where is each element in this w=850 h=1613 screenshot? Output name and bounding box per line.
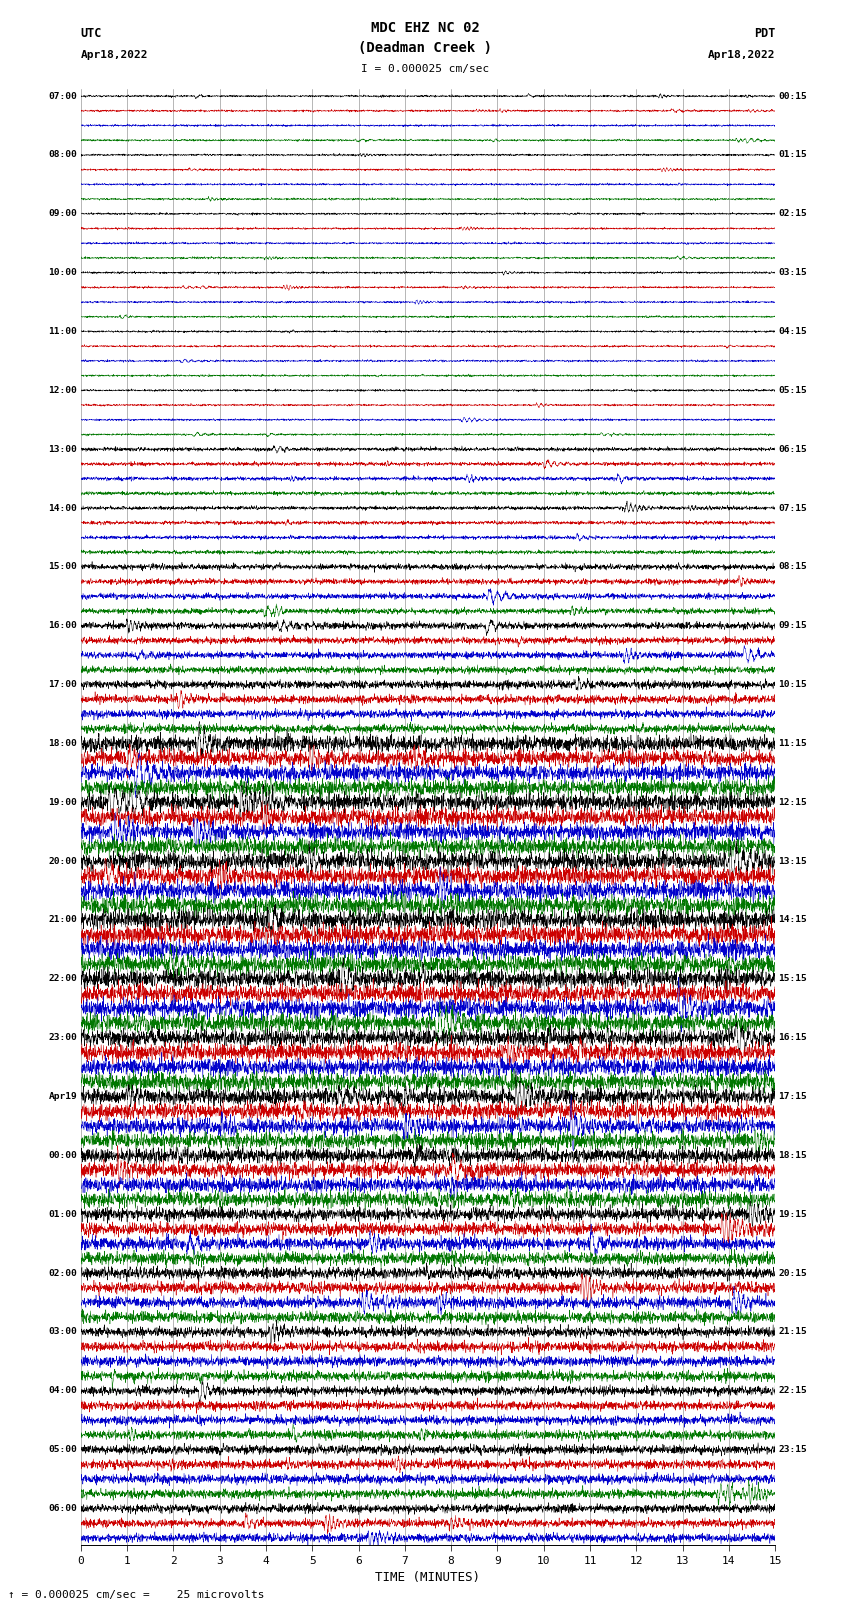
Text: 18:00: 18:00: [48, 739, 77, 748]
Text: 02:15: 02:15: [779, 210, 808, 218]
Text: PDT: PDT: [754, 27, 775, 40]
Text: 02:00: 02:00: [48, 1268, 77, 1277]
Text: 04:15: 04:15: [779, 327, 808, 336]
Text: 06:00: 06:00: [48, 1503, 77, 1513]
Text: 04:00: 04:00: [48, 1386, 77, 1395]
Text: 05:00: 05:00: [48, 1445, 77, 1455]
Text: 11:00: 11:00: [48, 327, 77, 336]
Text: 12:00: 12:00: [48, 386, 77, 395]
Text: 14:00: 14:00: [48, 503, 77, 513]
Text: 21:00: 21:00: [48, 916, 77, 924]
Text: (Deadman Creek ): (Deadman Creek ): [358, 40, 492, 55]
Text: I = 0.000025 cm/sec: I = 0.000025 cm/sec: [361, 65, 489, 74]
Text: 11:15: 11:15: [779, 739, 808, 748]
Text: Apr18,2022: Apr18,2022: [81, 50, 148, 60]
Text: 19:15: 19:15: [779, 1210, 808, 1219]
Text: Apr19: Apr19: [48, 1092, 77, 1102]
Text: 23:00: 23:00: [48, 1034, 77, 1042]
Text: 03:15: 03:15: [779, 268, 808, 277]
Text: 20:00: 20:00: [48, 857, 77, 866]
Text: 10:15: 10:15: [779, 681, 808, 689]
Text: 15:15: 15:15: [779, 974, 808, 984]
Text: 09:15: 09:15: [779, 621, 808, 631]
Text: 08:00: 08:00: [48, 150, 77, 160]
Text: 13:15: 13:15: [779, 857, 808, 866]
Text: ↑ = 0.000025 cm/sec =    25 microvolts: ↑ = 0.000025 cm/sec = 25 microvolts: [8, 1590, 265, 1600]
Text: 01:15: 01:15: [779, 150, 808, 160]
Text: 23:15: 23:15: [779, 1445, 808, 1455]
X-axis label: TIME (MINUTES): TIME (MINUTES): [376, 1571, 480, 1584]
Text: MDC EHZ NC 02: MDC EHZ NC 02: [371, 21, 479, 35]
Text: 07:15: 07:15: [779, 503, 808, 513]
Text: 03:00: 03:00: [48, 1327, 77, 1337]
Text: 13:00: 13:00: [48, 445, 77, 453]
Text: 08:15: 08:15: [779, 563, 808, 571]
Text: 18:15: 18:15: [779, 1150, 808, 1160]
Text: 00:00: 00:00: [48, 1150, 77, 1160]
Text: 22:15: 22:15: [779, 1386, 808, 1395]
Text: 00:15: 00:15: [779, 92, 808, 100]
Text: UTC: UTC: [81, 27, 102, 40]
Text: 21:15: 21:15: [779, 1327, 808, 1337]
Text: 05:15: 05:15: [779, 386, 808, 395]
Text: 17:15: 17:15: [779, 1092, 808, 1102]
Text: 07:00: 07:00: [48, 92, 77, 100]
Text: 19:00: 19:00: [48, 798, 77, 806]
Text: 16:00: 16:00: [48, 621, 77, 631]
Text: 22:00: 22:00: [48, 974, 77, 984]
Text: 20:15: 20:15: [779, 1268, 808, 1277]
Text: Apr18,2022: Apr18,2022: [708, 50, 775, 60]
Text: 15:00: 15:00: [48, 563, 77, 571]
Text: 12:15: 12:15: [779, 798, 808, 806]
Text: 09:00: 09:00: [48, 210, 77, 218]
Text: 01:00: 01:00: [48, 1210, 77, 1219]
Text: 06:15: 06:15: [779, 445, 808, 453]
Text: 16:15: 16:15: [779, 1034, 808, 1042]
Text: 14:15: 14:15: [779, 916, 808, 924]
Text: 10:00: 10:00: [48, 268, 77, 277]
Text: 17:00: 17:00: [48, 681, 77, 689]
